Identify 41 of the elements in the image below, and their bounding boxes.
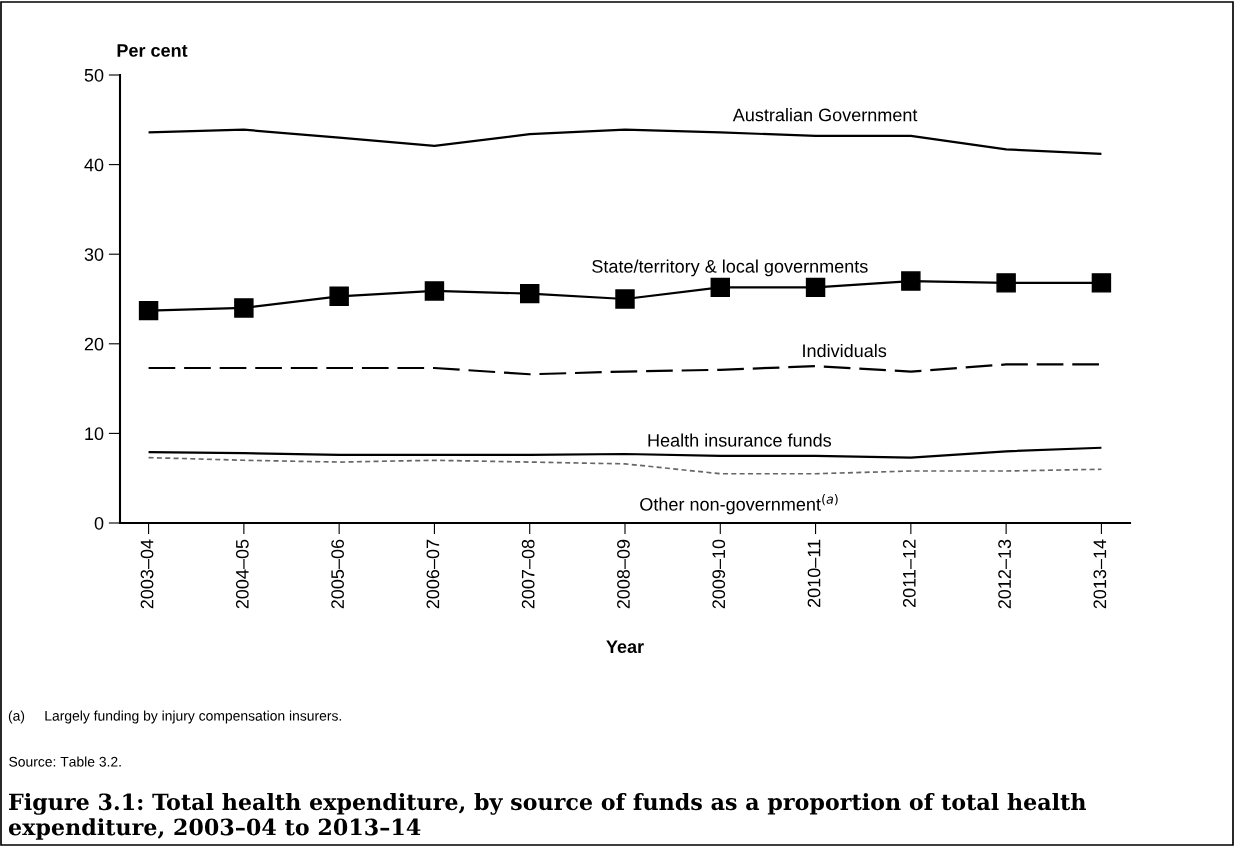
line-series bbox=[147, 446, 1103, 459]
x-axis-title: Year bbox=[606, 640, 644, 654]
y-tick-label: 0 bbox=[94, 516, 104, 530]
line-series bbox=[147, 456, 1103, 475]
y-axis-title: Per cent bbox=[117, 44, 188, 57]
x-tick-label: 2013–14 bbox=[1093, 539, 1107, 609]
point bbox=[710, 277, 731, 298]
line-series bbox=[147, 128, 1103, 155]
point bbox=[901, 271, 921, 291]
series-label: Other non-government$^{(a)}$ bbox=[640, 494, 838, 515]
point bbox=[1091, 273, 1112, 293]
y-tick-label: 40 bbox=[84, 158, 104, 172]
point bbox=[329, 286, 349, 307]
y-tick-label: 30 bbox=[84, 248, 104, 261]
point bbox=[805, 277, 826, 298]
point bbox=[234, 298, 254, 318]
series-label: State/territory & local governments bbox=[592, 259, 868, 277]
point bbox=[996, 273, 1016, 293]
y-tick-label: 20 bbox=[84, 337, 104, 351]
x-tick-label: 2005–06 bbox=[331, 539, 344, 609]
x-tick-label: 2004–05 bbox=[235, 539, 249, 609]
y-tick-label: 10 bbox=[85, 427, 104, 441]
x-tick-label: 2012–13 bbox=[998, 539, 1011, 609]
point bbox=[615, 289, 635, 309]
series-label: Australian Government bbox=[732, 108, 918, 122]
text: Figure 3.1: Total health expenditure, by source of funds as a proportion of total health expenditure, 2003–04 to 2013–14 bbox=[8, 793, 1086, 840]
x-tick-label: 2008–09 bbox=[617, 539, 630, 609]
y-tick-label: 50 bbox=[84, 68, 104, 82]
text: Source: Table 3.2. bbox=[9, 756, 121, 767]
series-label: Health insurance funds bbox=[648, 433, 832, 447]
point bbox=[424, 281, 445, 301]
x-tick-label: 2011–12 bbox=[902, 539, 916, 608]
x-tick-label: 2006–07 bbox=[426, 539, 440, 609]
x-tick-label: 2009–10 bbox=[712, 539, 726, 609]
series-label: Individuals bbox=[803, 343, 887, 358]
x-tick-label: 2003–04 bbox=[140, 539, 154, 609]
text: (a) Largely funding by injury compensation insurers. bbox=[8, 710, 341, 724]
point bbox=[138, 300, 159, 321]
x-tick-label: 2007–08 bbox=[521, 539, 535, 609]
point bbox=[519, 283, 540, 304]
x-tick-label: 2010–11 bbox=[807, 539, 821, 608]
